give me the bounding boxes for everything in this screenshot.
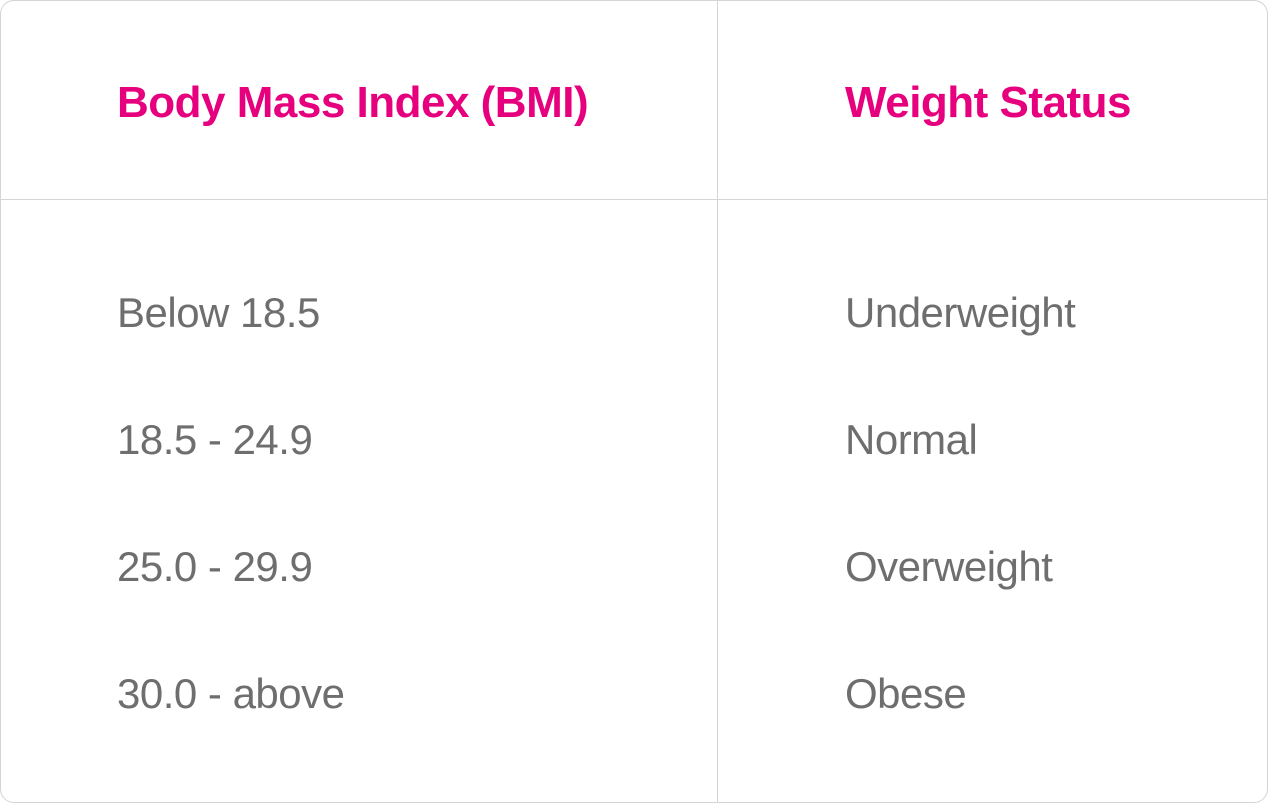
bmi-range-cell: Below 18.5 xyxy=(117,289,320,336)
weight-status-cell: Underweight xyxy=(845,289,1076,336)
header-divider xyxy=(1,199,1267,200)
bmi-range-cell: 30.0 - above xyxy=(117,670,345,717)
weight-status-cell: Normal xyxy=(845,416,978,463)
bmi-range-cell: 18.5 - 24.9 xyxy=(117,416,313,463)
header-weight-status: Weight Status xyxy=(845,78,1132,127)
weight-status-cell: Overweight xyxy=(845,543,1053,590)
header-bmi: Body Mass Index (BMI) xyxy=(117,78,589,127)
column-divider xyxy=(717,1,718,802)
bmi-range-cell: 25.0 - 29.9 xyxy=(117,543,313,590)
weight-status-cell: Obese xyxy=(845,670,967,717)
